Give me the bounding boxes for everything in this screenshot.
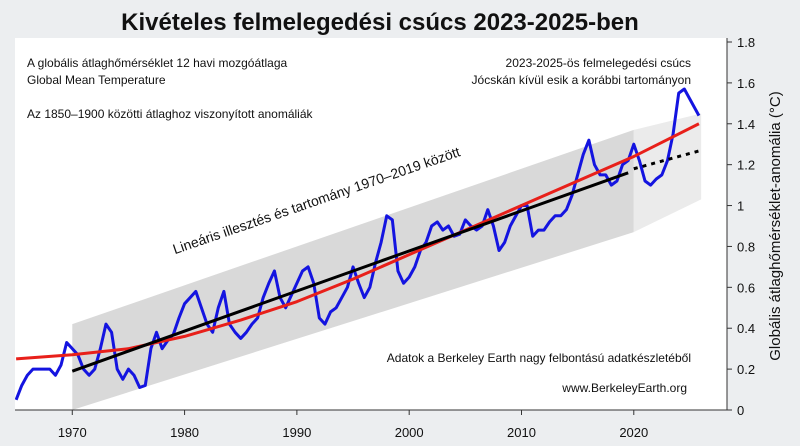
y-tick-label: 1.8 bbox=[737, 35, 755, 50]
chart-title: Kivételes felmelegedési csúcs 2023-2025-… bbox=[121, 9, 639, 36]
annotation: Az 1850–1900 közötti átlaghoz viszonyíto… bbox=[27, 107, 314, 121]
y-tick-label: 0.4 bbox=[737, 321, 755, 336]
x-tick-label: 1990 bbox=[282, 425, 311, 440]
y-tick-label: 1.2 bbox=[737, 158, 755, 173]
y-tick-label: 1.4 bbox=[737, 117, 755, 132]
x-tick-label: 2010 bbox=[507, 425, 536, 440]
annotation: Adatok a Berkeley Earth nagy felbontású … bbox=[387, 351, 691, 365]
data-line bbox=[15, 87, 701, 401]
annotation: Global Mean Temperature bbox=[27, 73, 166, 87]
y-tick-label: 1 bbox=[737, 199, 744, 214]
x-tick-label: 1970 bbox=[58, 425, 87, 440]
y-tick-label: 0.6 bbox=[737, 280, 755, 295]
y-tick-label: 0.2 bbox=[737, 362, 755, 377]
annotation: A globális átlaghőmérséklet 12 havi mozg… bbox=[27, 56, 287, 70]
x-tick-label: 1980 bbox=[170, 425, 199, 440]
annotation: www.BerkeleyEarth.org bbox=[561, 381, 687, 395]
data-line bbox=[71, 171, 629, 373]
y-tick-label: 0 bbox=[737, 403, 744, 418]
y-tick-label: 0.8 bbox=[737, 239, 755, 254]
annotation: 2023-2025-ös felmelegedési csúcs bbox=[506, 56, 691, 70]
y-axis-label: Globális átlaghőmérséklet-anomália (°C) bbox=[767, 91, 784, 360]
y-tick-label: 1.6 bbox=[737, 76, 755, 91]
x-tick-label: 2000 bbox=[395, 425, 424, 440]
data-line bbox=[16, 122, 700, 361]
x-tick-label: 2020 bbox=[619, 425, 648, 440]
annotation: Jócskán kívül esik a korábbi tartományon bbox=[472, 73, 691, 87]
data-line bbox=[633, 148, 702, 171]
range-band bbox=[633, 113, 702, 233]
